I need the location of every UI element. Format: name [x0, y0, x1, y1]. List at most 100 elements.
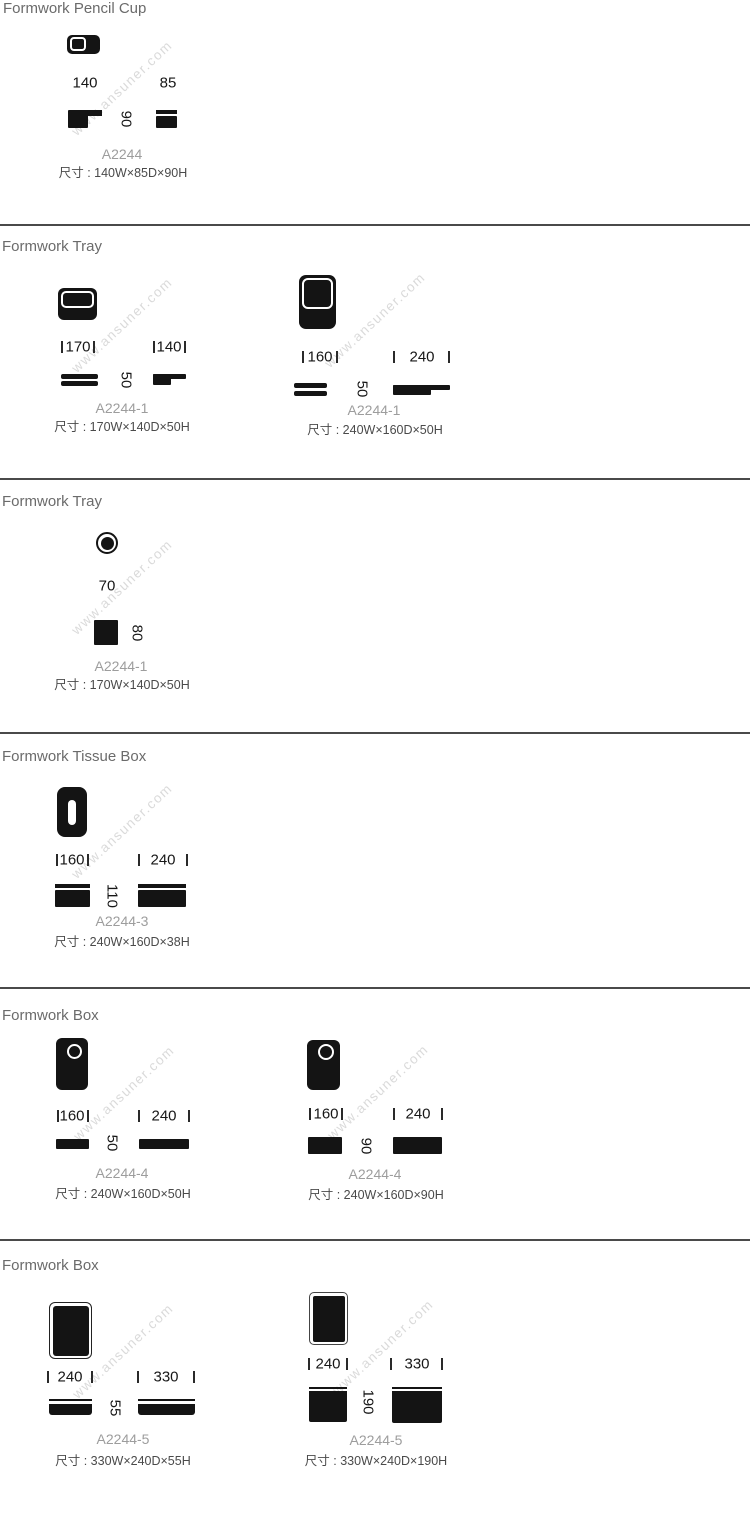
box-side-view-icon [139, 1139, 189, 1149]
box-top-view-icon [307, 1040, 340, 1090]
model-number: A2244 [101, 146, 143, 162]
dim-label-width: 70 [98, 577, 116, 595]
dim-tick [138, 1110, 140, 1122]
size-text: 尺寸 : 330W×240D×190H [304, 1454, 448, 1468]
watermark-text: www.ansuner.com [324, 1041, 432, 1143]
size-text: 尺寸 : 240W×160D×50H [55, 1187, 191, 1201]
tray-side-view-icon [393, 385, 450, 395]
box-front-view-icon [309, 1387, 347, 1422]
dim-tick [393, 351, 395, 363]
dim-tick [57, 1110, 59, 1122]
pencil-cup-side-view-icon [156, 110, 177, 128]
dim-tick [448, 351, 450, 363]
dim-tick [393, 1108, 395, 1120]
section-title: Formwork Box [2, 1007, 99, 1024]
pencil-cup-front-view-icon [68, 110, 102, 128]
dim-label-depth: 240 [315, 1355, 341, 1373]
dim-label-height: 50 [117, 371, 135, 389]
size-text: 尺寸 : 240W×160D×38H [54, 935, 190, 949]
dim-label-height: 50 [103, 1134, 121, 1152]
dim-label-depth: 160 [59, 1107, 85, 1125]
watermark-text: www.ansuner.com [68, 536, 176, 638]
section-title: Formwork Tissue Box [2, 748, 147, 765]
box-front-view-icon [56, 1139, 89, 1149]
tray-front-view-icon [294, 383, 327, 396]
section-title: Formwork Pencil Cup [3, 0, 147, 17]
dim-tick [302, 351, 304, 363]
dim-label-height: 190 [359, 1389, 377, 1415]
box-top-view-icon [309, 1292, 348, 1345]
dim-label-depth: 85 [159, 74, 177, 92]
section-title: Formwork Tray [2, 238, 103, 255]
model-number: A2244-1 [94, 658, 148, 674]
model-number: A2244-1 [347, 402, 401, 418]
dim-tick [56, 854, 58, 866]
dim-tick [47, 1371, 49, 1383]
section-divider [0, 478, 750, 480]
box-side-view-icon [392, 1387, 442, 1423]
dim-tick [336, 351, 338, 363]
dim-tick [87, 854, 89, 866]
dim-tick [308, 1358, 310, 1370]
size-text: 尺寸 : 170W×140D×50H [54, 678, 190, 692]
tray-front-view-icon [61, 374, 98, 386]
dim-tick [346, 1358, 348, 1370]
dim-tick [441, 1358, 443, 1370]
dim-label-depth: 160 [307, 348, 333, 366]
dim-label-height: 90 [117, 110, 135, 128]
round-tray-front-view-icon [94, 620, 118, 645]
size-text: 尺寸 : 170W×140D×50H [54, 420, 190, 434]
dim-label-width: 170 [65, 338, 91, 356]
dim-tick [138, 854, 140, 866]
dim-label-height: 55 [106, 1399, 124, 1417]
section-title: Formwork Tray [2, 493, 103, 510]
tray-top-view-icon [299, 275, 336, 329]
dim-tick [184, 341, 186, 353]
size-text: 尺寸 : 240W×160D×90H [308, 1188, 444, 1202]
box-top-view-icon [56, 1038, 88, 1090]
model-number: A2244-5 [349, 1432, 403, 1448]
dim-label-width: 330 [404, 1355, 430, 1373]
box-side-view-icon [393, 1137, 442, 1154]
model-number: A2244-1 [95, 400, 149, 416]
size-text: 尺寸 : 140W×85D×90H [58, 166, 188, 180]
dim-tick [441, 1108, 443, 1120]
tissue-box-front-view-icon [55, 884, 90, 907]
section-divider [0, 224, 750, 226]
section-divider [0, 987, 750, 989]
dim-label-width: 240 [409, 348, 435, 366]
section-divider [0, 732, 750, 734]
dim-label-width: 240 [405, 1105, 431, 1123]
dim-label-width: 240 [150, 851, 176, 869]
size-text: 尺寸 : 330W×240D×55H [55, 1454, 191, 1468]
round-tray-top-view-icon [96, 532, 118, 554]
section-divider [0, 1239, 750, 1241]
dim-label-width: 240 [151, 1107, 177, 1125]
pencil-cup-top-view-icon [67, 35, 100, 54]
dim-tick [87, 1110, 89, 1122]
dim-tick [91, 1371, 93, 1383]
tissue-box-top-view-icon [57, 787, 87, 837]
model-number: A2244-4 [95, 1165, 149, 1181]
size-text: 尺寸 : 240W×160D×50H [307, 423, 443, 437]
dim-tick [186, 854, 188, 866]
box-front-view-icon [49, 1399, 92, 1416]
tray-side-view-icon [153, 374, 186, 385]
model-number: A2244-5 [96, 1431, 150, 1447]
dim-label-width: 140 [72, 74, 98, 92]
dim-label-width: 330 [153, 1368, 179, 1386]
model-number: A2244-4 [348, 1166, 402, 1182]
dim-label-height: 110 [103, 884, 121, 908]
dim-label-depth: 240 [57, 1368, 83, 1386]
dim-label-height: 50 [353, 380, 371, 398]
dim-label-height: 80 [128, 624, 146, 642]
box-front-view-icon [308, 1137, 342, 1154]
dim-label-depth: 140 [156, 338, 182, 356]
dim-tick [61, 341, 63, 353]
dim-tick [188, 1110, 190, 1122]
dim-tick [390, 1358, 392, 1370]
dim-tick [309, 1108, 311, 1120]
section-title: Formwork Box [2, 1257, 99, 1274]
dim-label-depth: 160 [59, 851, 85, 869]
